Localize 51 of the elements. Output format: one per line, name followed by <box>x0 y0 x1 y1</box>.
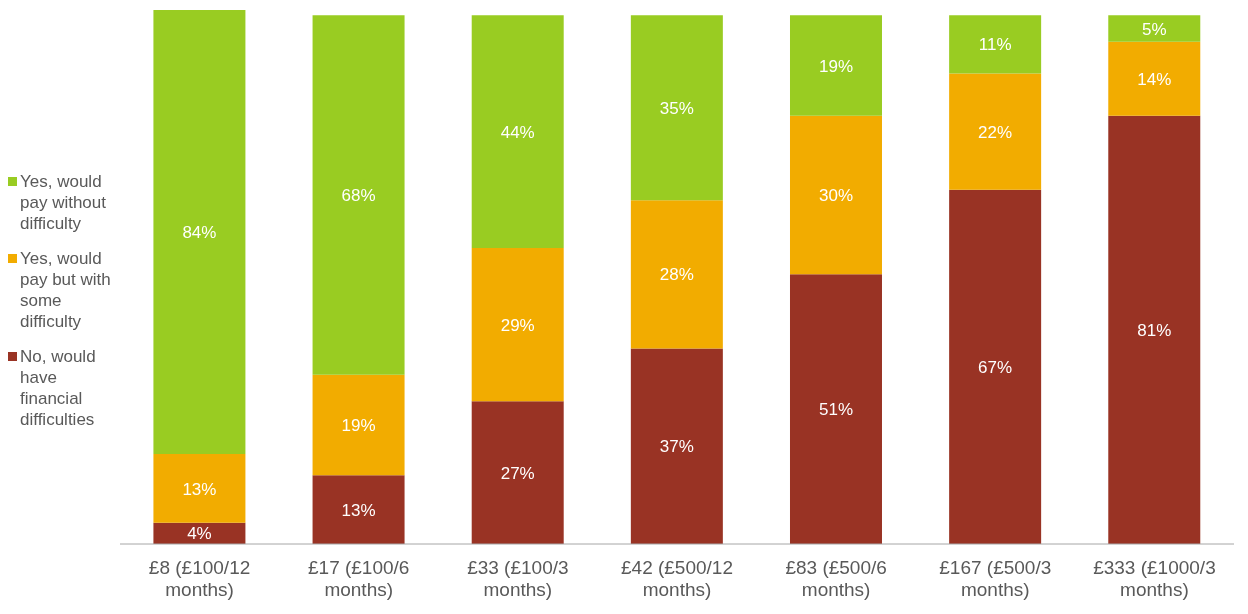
data-label: 19% <box>818 56 854 76</box>
data-label: 84% <box>182 223 217 243</box>
bar <box>471 15 564 248</box>
data-label: 4% <box>187 524 212 544</box>
data-label: 51% <box>818 400 854 420</box>
bar <box>153 454 246 523</box>
legend-label: Yes, would pay but with some difficulty <box>20 247 112 332</box>
bar <box>949 15 1042 74</box>
x-tick-label: £167 (£500/3 months) <box>939 557 1052 600</box>
data-label: 67% <box>978 357 1013 377</box>
data-label: 14% <box>1137 69 1172 89</box>
data-label: 29% <box>500 315 535 335</box>
bar <box>1108 15 1201 42</box>
data-label: 68% <box>341 186 376 206</box>
x-tick-label: £333 (£1000/3 months) <box>1093 557 1216 600</box>
bar <box>471 247 564 402</box>
bar <box>312 15 405 375</box>
data-label: 81% <box>1137 320 1172 340</box>
data-label: 19% <box>341 416 376 436</box>
data-label: 44% <box>500 122 535 142</box>
data-label: 30% <box>818 186 854 206</box>
legend-label: Yes, would pay without difficulty <box>20 170 107 234</box>
bar <box>153 10 246 455</box>
legend-label: No, would have financial difficulties <box>20 345 97 430</box>
bar <box>949 73 1042 190</box>
data-label: 13% <box>341 500 376 520</box>
data-label: 5% <box>1141 19 1167 39</box>
bar <box>949 189 1042 544</box>
bar <box>789 15 882 116</box>
bar <box>630 15 723 201</box>
bar <box>630 348 723 544</box>
x-tick-label: £33 (£100/3 months) <box>467 557 569 600</box>
bar <box>789 274 882 544</box>
x-tick-label: £42 (£500/12 months) <box>621 557 733 600</box>
bar <box>789 115 882 275</box>
bar <box>1108 41 1201 116</box>
data-label: 35% <box>659 98 694 118</box>
bar <box>630 200 723 349</box>
data-label: 28% <box>659 265 694 285</box>
bar <box>312 374 405 476</box>
bar <box>471 401 564 544</box>
data-label: 11% <box>978 35 1012 55</box>
x-tick-label: £17 (£100/6 months) <box>308 557 410 600</box>
x-tick-label: £83 (£500/6 months) <box>785 557 887 600</box>
data-label: 37% <box>659 437 694 457</box>
bar <box>1108 115 1201 544</box>
data-label: 22% <box>978 122 1013 142</box>
data-label: 13% <box>182 479 217 499</box>
bar <box>312 475 405 544</box>
x-tick-label: £8 (£100/12 months) <box>148 557 251 600</box>
data-label: 27% <box>500 463 535 483</box>
